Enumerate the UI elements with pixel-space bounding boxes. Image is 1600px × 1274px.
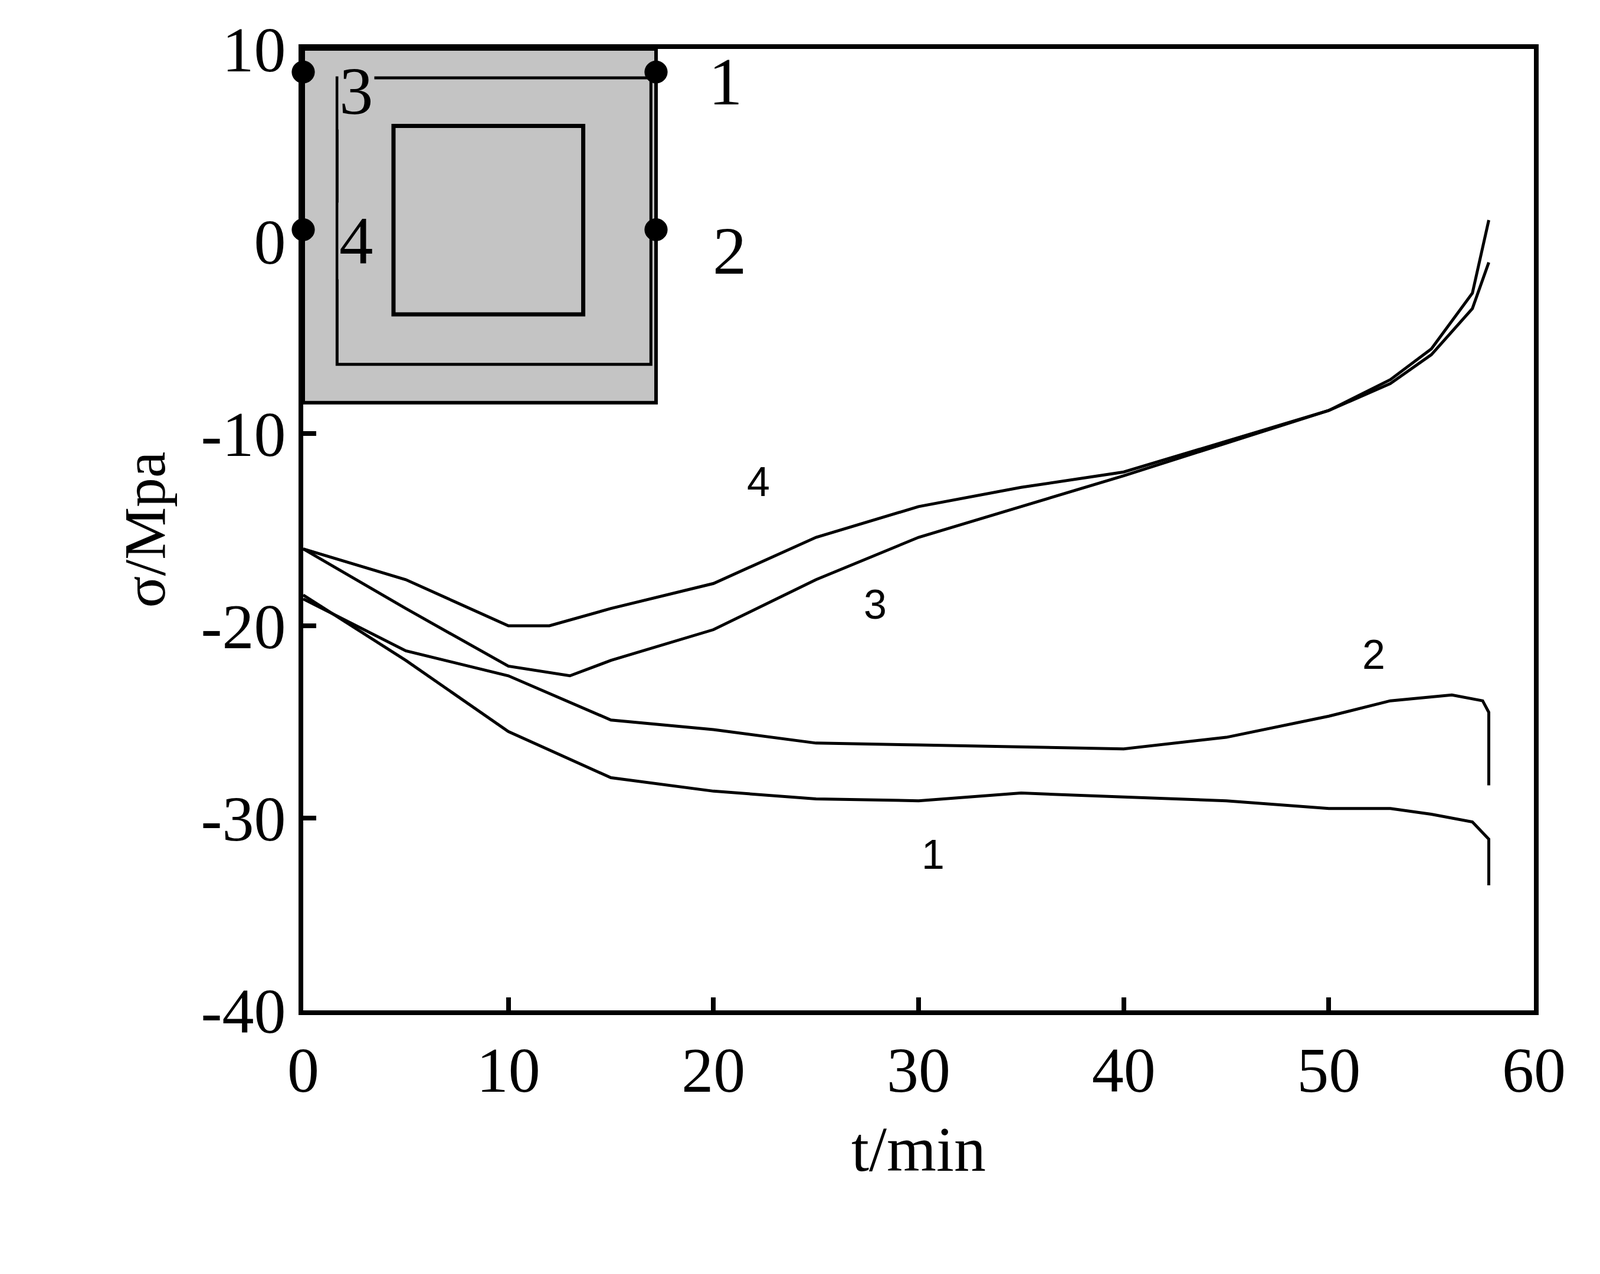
svg-text:4: 4 — [339, 203, 374, 279]
svg-text:50: 50 — [1296, 1035, 1361, 1106]
svg-text:10: 10 — [476, 1035, 541, 1106]
svg-text:60: 60 — [1502, 1035, 1566, 1106]
svg-text:20: 20 — [681, 1035, 746, 1106]
svg-text:2: 2 — [712, 213, 747, 289]
svg-text:0: 0 — [253, 207, 286, 278]
svg-text:10: 10 — [221, 14, 286, 85]
svg-text:2: 2 — [1362, 631, 1386, 678]
svg-text:3: 3 — [863, 581, 887, 628]
svg-text:σ/Mpa: σ/Mpa — [112, 451, 178, 609]
svg-text:1: 1 — [921, 831, 945, 878]
svg-text:-30: -30 — [200, 784, 286, 855]
svg-text:t/min: t/min — [851, 1114, 986, 1185]
svg-text:-20: -20 — [200, 591, 286, 662]
svg-text:1: 1 — [708, 44, 743, 120]
svg-text:30: 30 — [886, 1035, 951, 1106]
svg-text:40: 40 — [1092, 1035, 1156, 1106]
svg-text:0: 0 — [287, 1035, 320, 1106]
svg-text:3: 3 — [339, 53, 374, 129]
svg-text:4: 4 — [746, 458, 770, 506]
svg-text:-40: -40 — [200, 976, 286, 1047]
svg-text:-10: -10 — [200, 399, 286, 470]
